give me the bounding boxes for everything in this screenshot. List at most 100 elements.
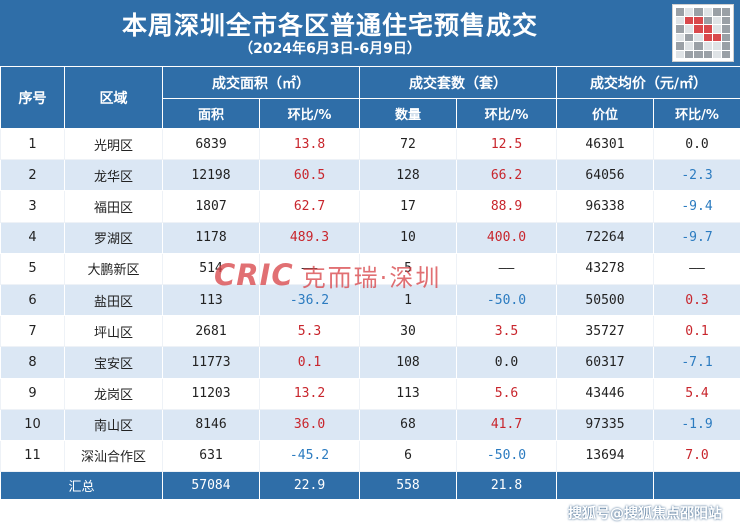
- cell-price: 50500: [556, 283, 654, 317]
- header-units: 数量: [359, 98, 457, 129]
- header-area-change: 环比/%: [259, 98, 360, 129]
- cell-price-change: 5.4: [653, 377, 740, 410]
- table-row: 10 南山区 8146 36.0 68 41.7 97335 -1.9: [0, 408, 740, 441]
- cell-district: 宝安区: [64, 346, 163, 379]
- cell-units: 17: [359, 190, 457, 223]
- cell-district: 罗湖区: [64, 221, 163, 254]
- cell-area-change: 0.1: [259, 346, 360, 379]
- cell-price-change: -2.3: [653, 159, 740, 192]
- cell-district: 盐田区: [64, 283, 163, 317]
- cell-area-change: 5.3: [259, 315, 360, 348]
- cell-units-change: -50.0: [456, 439, 557, 473]
- cell-units-change: 0.0: [456, 346, 557, 379]
- cell-units-change: 400.0: [456, 221, 557, 254]
- cell-units: 5: [359, 252, 457, 285]
- cell-seq: 8: [0, 346, 65, 379]
- cell-area-change: 13.8: [259, 127, 360, 161]
- cell-seq: 10: [0, 408, 65, 441]
- cell-area: 1178: [162, 221, 260, 254]
- cell-price: 96338: [556, 190, 654, 223]
- table-row: 6 盐田区 113 -36.2 1 -50.0 50500 0.3: [0, 283, 740, 317]
- cell-units-change: ——: [456, 252, 557, 285]
- header-price-change: 环比/%: [653, 98, 740, 129]
- sales-table: 序号 区域 成交面积（㎡） 成交套数（套） 成交均价（元/㎡） 面积 环比/% …: [0, 66, 740, 501]
- cell-units: 128: [359, 159, 457, 192]
- cell-units-change: 88.9: [456, 190, 557, 223]
- cell-area: 6839: [162, 127, 260, 161]
- cell-units: 72: [359, 127, 457, 161]
- cell-units-change: 41.7: [456, 408, 557, 441]
- cell-seq: 1: [0, 127, 65, 161]
- cell-area: 8146: [162, 408, 260, 441]
- cell-units: 108: [359, 346, 457, 379]
- cell-price: 64056: [556, 159, 654, 192]
- cell-district: 深汕合作区: [64, 439, 163, 473]
- cell-district: 福田区: [64, 190, 163, 223]
- cell-seq: 6: [0, 283, 65, 317]
- cell-district: 大鹏新区: [64, 252, 163, 285]
- cell-seq: 7: [0, 315, 65, 348]
- cell-district: 龙岗区: [64, 377, 163, 410]
- cell-price: 97335: [556, 408, 654, 441]
- table-row: 2 龙华区 12198 60.5 128 66.2 64056 -2.3: [0, 159, 740, 192]
- cell-area: 514: [162, 252, 260, 285]
- cell-price-change: 7.0: [653, 439, 740, 473]
- cell-price-change: -9.7: [653, 221, 740, 254]
- table-row: 11 深汕合作区 631 -45.2 6 -50.0 13694 7.0: [0, 439, 740, 473]
- cell-price: 60317: [556, 346, 654, 379]
- source-watermark: 搜狐号@搜狐焦点邵阳站: [568, 506, 722, 522]
- cell-area: 1807: [162, 190, 260, 223]
- cell-area-change: 36.0: [259, 408, 360, 441]
- header-units-group: 成交套数（套）: [359, 66, 557, 99]
- cell-seq: 11: [0, 439, 65, 473]
- table-row: 4 罗湖区 1178 489.3 10 400.0 72264 -9.7: [0, 221, 740, 254]
- table-row: 9 龙岗区 11203 13.2 113 5.6 43446 5.4: [0, 377, 740, 410]
- page-subtitle: （2024年6月3日-6月9日）: [239, 41, 421, 57]
- cell-district: 光明区: [64, 127, 163, 161]
- cell-area: 631: [162, 439, 260, 473]
- header-units-change: 环比/%: [456, 98, 557, 129]
- cell-units: 30: [359, 315, 457, 348]
- cell-price-change: 0.0: [653, 127, 740, 161]
- cell-area: 11203: [162, 377, 260, 410]
- cell-area-change: 13.2: [259, 377, 360, 410]
- cell-price: 46301: [556, 127, 654, 161]
- cell-area: 11773: [162, 346, 260, 379]
- cell-area-change: 62.7: [259, 190, 360, 223]
- cell-district: 南山区: [64, 408, 163, 441]
- cell-price-change: 0.3: [653, 283, 740, 317]
- cell-price: 43278: [556, 252, 654, 285]
- header-seq: 序号: [0, 66, 65, 129]
- header-price-group: 成交均价（元/㎡）: [556, 66, 740, 99]
- cell-area-change: 60.5: [259, 159, 360, 192]
- cell-district: 龙华区: [64, 159, 163, 192]
- cell-seq: 9: [0, 377, 65, 410]
- cell-units-change: 3.5: [456, 315, 557, 348]
- cell-price: 72264: [556, 221, 654, 254]
- table-row: 5 大鹏新区 514 —— 5 —— 43278 ——: [0, 252, 740, 285]
- cell-price-change: 0.1: [653, 315, 740, 348]
- header-area: 面积: [162, 98, 260, 129]
- qr-code-icon: [672, 4, 734, 62]
- cell-area: 2681: [162, 315, 260, 348]
- total-price-change: [653, 471, 740, 501]
- cell-area-change: -45.2: [259, 439, 360, 473]
- header-area-group: 成交面积（㎡）: [162, 66, 360, 99]
- total-area: 57084: [162, 471, 260, 501]
- header-price: 价位: [556, 98, 654, 129]
- header-district: 区域: [64, 66, 163, 129]
- cell-price-change: ——: [653, 252, 740, 285]
- cell-price-change: -1.9: [653, 408, 740, 441]
- cell-units: 6: [359, 439, 457, 473]
- cell-price-change: -7.1: [653, 346, 740, 379]
- cell-area: 113: [162, 283, 260, 317]
- cell-area-change: -36.2: [259, 283, 360, 317]
- cell-units: 113: [359, 377, 457, 410]
- cell-units: 1: [359, 283, 457, 317]
- cell-units-change: 12.5: [456, 127, 557, 161]
- cell-units: 68: [359, 408, 457, 441]
- total-units: 558: [359, 471, 457, 501]
- table-row: 1 光明区 6839 13.8 72 12.5 46301 0.0: [0, 127, 740, 161]
- cell-price: 13694: [556, 439, 654, 473]
- table-row: 8 宝安区 11773 0.1 108 0.0 60317 -7.1: [0, 346, 740, 379]
